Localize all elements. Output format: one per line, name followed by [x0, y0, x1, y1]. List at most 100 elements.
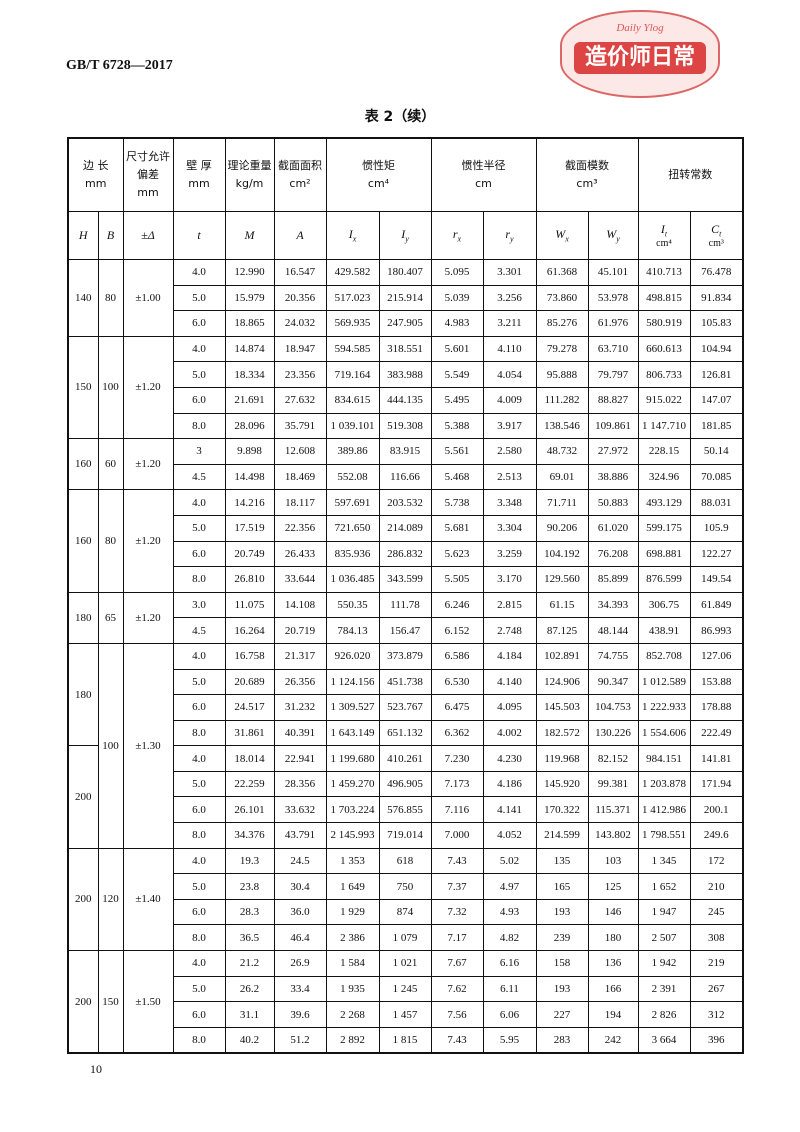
- cell: 806.733: [637, 361, 691, 388]
- cell: 105.83: [689, 310, 744, 337]
- data-row: 8.0 26.810 33.644 1 036.485 343.599 5.505 3.17…: [68, 566, 744, 593]
- header-text: 壁 厚: [186, 159, 212, 172]
- cell: 3.211: [482, 310, 537, 337]
- cell: 7.43: [430, 1026, 484, 1054]
- cell: 3.0: [172, 591, 226, 619]
- symbol: ±Δ: [141, 228, 155, 242]
- cell: 156.47: [378, 617, 432, 644]
- cell: 1 798.551: [637, 822, 691, 849]
- cell: 4.186: [482, 770, 537, 798]
- symbol: t: [197, 228, 201, 242]
- cell: 182.572: [535, 719, 589, 747]
- symbol-cell: B: [97, 211, 124, 260]
- cell: 660.613: [637, 335, 691, 363]
- cell: 1 643.149: [325, 719, 380, 747]
- cell: 219: [689, 950, 744, 977]
- cell: 3.259: [482, 540, 537, 568]
- cell: 267: [689, 975, 744, 1003]
- symbol: B: [106, 228, 115, 242]
- symbol: A: [296, 228, 304, 242]
- cell: 8.0: [172, 822, 226, 849]
- cell: 61.020: [587, 514, 639, 542]
- header-text: 边 长: [83, 159, 109, 172]
- cell: 18.117: [273, 489, 327, 516]
- cell: 1 584: [325, 950, 380, 977]
- header-cell: 理论重量 kg/m: [224, 137, 275, 212]
- cell: 3 664: [637, 1026, 691, 1054]
- cell: 26.810: [224, 566, 275, 593]
- cell: 228.15: [637, 438, 691, 465]
- cell: 104.753: [587, 694, 639, 721]
- cell: 91.834: [689, 284, 744, 312]
- data-row: 180 100 ±1.30 4.0 16.758 21.317 926.020 373.879…: [67, 642, 744, 849]
- cell: 6.0: [172, 796, 226, 824]
- data-row: 200 120 ±1.40 4.0 19.3 24.5 1 353 618 7.43 5.02 13…: [67, 847, 744, 952]
- cell: 926.020: [325, 642, 380, 670]
- cell: 24.517: [224, 694, 275, 721]
- cell: 26.2: [224, 975, 275, 1003]
- cell: 61.976: [587, 310, 639, 337]
- cell: 6.152: [430, 617, 484, 644]
- cell: 200.1: [689, 796, 744, 824]
- cell: 61.15: [535, 591, 589, 619]
- cell: 1 345: [637, 847, 691, 875]
- symbol-sub: x: [457, 234, 462, 244]
- cell: 5.468: [430, 463, 484, 491]
- cell: 30.4: [273, 873, 327, 900]
- cell: 46.4: [273, 924, 327, 952]
- cell: 18.014: [224, 745, 275, 772]
- symbol-sub: t: [719, 229, 722, 239]
- cell: 7.37: [430, 873, 484, 900]
- data-row: 180 65 ±1.20 3.0 11.075 14.108 550.35 111.78 6.2…: [67, 591, 744, 644]
- cell: 6.0: [172, 694, 226, 721]
- cell: 286.832: [378, 540, 432, 568]
- cell: 126.81: [689, 361, 744, 388]
- cell-b: 60: [97, 438, 124, 491]
- symbol-cell: t: [172, 211, 226, 260]
- cell: 552.08: [325, 463, 380, 491]
- cell: 70.085: [689, 463, 744, 491]
- cell: 115.371: [587, 796, 639, 824]
- cell: 12.608: [273, 438, 327, 465]
- cell: 4.0: [172, 950, 226, 977]
- cell: 124.906: [535, 668, 589, 696]
- cell: 105.9: [689, 514, 744, 542]
- cell: 396: [689, 1026, 744, 1054]
- symbol-cell: rx: [430, 211, 484, 260]
- cell: 95.888: [535, 361, 589, 388]
- cell: 1 245: [378, 975, 432, 1003]
- cell: 20.356: [273, 284, 327, 312]
- cell: 1 203.878: [637, 770, 691, 798]
- cell: 181.85: [689, 412, 744, 440]
- cell: 4.97: [482, 873, 537, 900]
- cell: 61.849: [689, 591, 744, 619]
- cell: 88.031: [689, 489, 744, 516]
- cell: 5.0: [172, 975, 226, 1003]
- cell: 451.738: [378, 668, 432, 696]
- cell: 984.151: [637, 745, 691, 772]
- cell: 36.5: [224, 924, 275, 952]
- cell: 27.972: [587, 438, 639, 465]
- header-unit: mm: [137, 186, 159, 199]
- cell: 6.530: [430, 668, 484, 696]
- header-text: 惯性半径: [461, 159, 506, 172]
- table-title: 表 2（续）: [364, 109, 436, 125]
- symbol-cell: Ct cm³: [689, 211, 744, 260]
- cell: 4.0: [172, 847, 226, 875]
- header-cell: 惯性矩 cm⁴: [325, 137, 432, 212]
- cell: 119.968: [535, 745, 589, 772]
- cell: 63.710: [587, 335, 639, 363]
- cell: 498.815: [637, 284, 691, 312]
- symbol-cell: ry: [482, 211, 537, 260]
- cell: 214.089: [378, 514, 432, 542]
- cell: 18.334: [224, 361, 275, 388]
- standard-code: GB/T 6728—2017: [66, 58, 173, 73]
- data-row: 5.0 15.979 20.356 517.023 215.914 5.039 3.256 7…: [68, 284, 744, 312]
- cell: 61.368: [535, 259, 589, 286]
- cell: 410.261: [378, 745, 432, 772]
- cell: 569.935: [325, 310, 380, 337]
- cell: 4.5: [172, 617, 226, 644]
- cell: 20.749: [224, 540, 275, 568]
- symbol-row: H B ±Δ t M A Ix Iy rx ry Wx Wy It cm⁴ Ct cm³: [67, 211, 744, 260]
